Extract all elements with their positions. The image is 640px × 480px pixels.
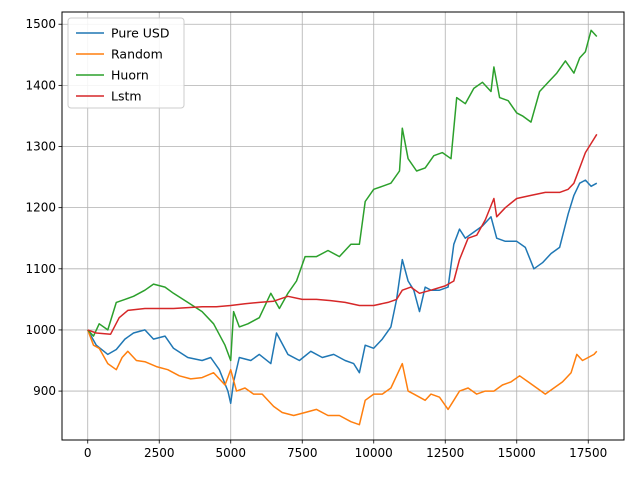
legend-label-huorn: Huorn — [111, 68, 149, 83]
series-line-random — [86, 329, 598, 426]
series-lines — [86, 29, 598, 426]
x-tick-label: 10000 — [355, 446, 393, 460]
series-line-pure-usd — [87, 179, 598, 405]
x-tick-label: 15000 — [498, 446, 536, 460]
y-tick-label: 1500 — [25, 17, 56, 31]
x-tick-label: 7500 — [287, 446, 318, 460]
legend-label-random: Random — [111, 47, 163, 62]
y-tick-label: 1200 — [25, 201, 56, 215]
legend-label-lstm: Lstm — [111, 89, 142, 104]
grid-lines — [62, 12, 624, 440]
axis-ticks: 0 2500 5000 7500 10000 12500 15000 17500 900 1000… — [25, 17, 607, 460]
y-tick-label: 900 — [33, 384, 56, 398]
series-line-huorn — [87, 29, 598, 362]
legend: Pure USD Random Huorn Lstm — [67, 17, 185, 109]
y-tick-label: 1300 — [25, 140, 56, 154]
x-tick-label: 2500 — [144, 446, 175, 460]
x-tick-label: 0 — [84, 446, 92, 460]
y-tick-label: 1100 — [25, 262, 56, 276]
x-tick-label: 17500 — [569, 446, 607, 460]
legend-box — [67, 17, 185, 109]
legend-label-pure-usd: Pure USD — [111, 26, 169, 41]
y-tick-label: 1000 — [25, 323, 56, 337]
series-line-lstm — [87, 133, 598, 335]
plot-frame — [61, 11, 625, 441]
x-tick-label: 12500 — [426, 446, 464, 460]
x-tick-label: 5000 — [215, 446, 246, 460]
y-tick-label: 1400 — [25, 78, 56, 92]
